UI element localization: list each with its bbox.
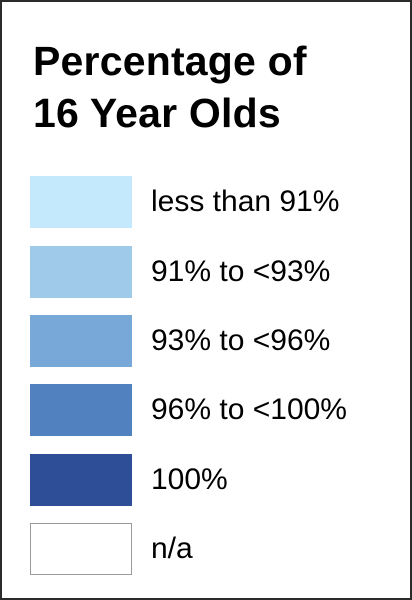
legend-item-96-to-100: 96% to <100% [30,384,410,438]
legend-item-label: 96% to <100% [151,393,347,426]
legend-item-100: 100% [30,454,410,508]
legend-item-label: 93% to <96% [151,324,331,357]
legend-title-line-2: 16 Year Olds [33,90,281,136]
legend-swatch [30,384,132,436]
legend-swatch [30,523,132,575]
legend-swatch [30,315,132,367]
legend-item-label: n/a [151,532,193,565]
legend-swatch [30,246,132,298]
legend-title: Percentage of 16 Year Olds [33,35,307,139]
legend-swatch [30,176,132,228]
legend-item-na: n/a [30,523,410,577]
legend-item-label: less than 91% [151,185,340,218]
legend-swatch [30,454,132,506]
legend-title-line-1: Percentage of [33,38,307,84]
legend-item-label: 100% [151,463,228,496]
legend-item-label: 91% to <93% [151,255,331,288]
legend-item-less-than-91: less than 91% [30,176,410,230]
legend-item-91-to-93: 91% to <93% [30,246,410,300]
legend-item-93-to-96: 93% to <96% [30,315,410,369]
